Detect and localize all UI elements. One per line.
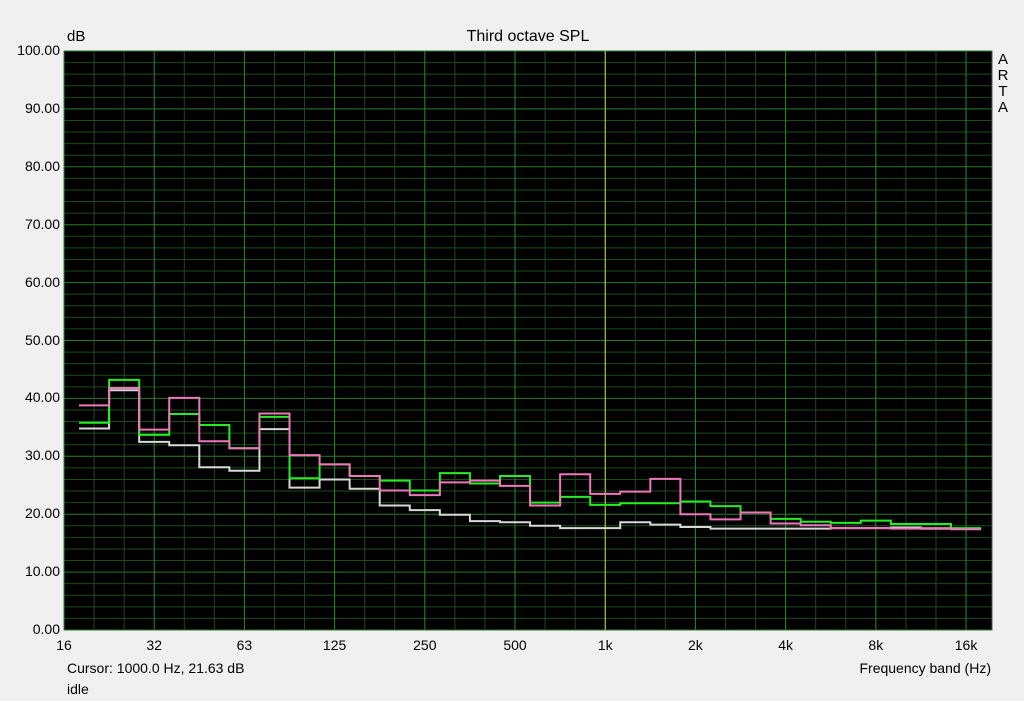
x-tick-label: 250 xyxy=(413,637,437,653)
x-tick-label: 8k xyxy=(868,637,884,653)
chart-title: Third octave SPL xyxy=(466,28,590,45)
x-axis-label: Frequency band (Hz) xyxy=(859,660,991,676)
x-tick-label: 32 xyxy=(146,637,162,653)
y-tick-label: 10.00 xyxy=(24,563,60,580)
cursor-readout: Cursor: 1000.0 Hz, 21.63 dB xyxy=(67,660,245,676)
y-tick-label: 80.00 xyxy=(24,157,60,174)
x-tick-label: 1k xyxy=(597,637,613,653)
y-tick-label: 40.00 xyxy=(24,389,60,406)
y-axis-label: dB xyxy=(67,28,86,45)
x-tick-label: 500 xyxy=(503,637,527,653)
y-tick-label: 50.00 xyxy=(24,331,60,348)
y-tick-label: 0.00 xyxy=(32,621,60,637)
series-line-0 xyxy=(79,389,982,530)
y-tick-label: 30.00 xyxy=(24,447,60,464)
y-tick-label: 20.00 xyxy=(24,505,60,522)
x-tick-label: 16k xyxy=(954,637,978,653)
status-text: idle xyxy=(67,681,89,697)
x-tick-label: 2k xyxy=(688,637,703,653)
y-tick-label: 100.00 xyxy=(17,42,60,58)
x-tick-label: 63 xyxy=(236,637,253,653)
x-tick-label: 125 xyxy=(322,637,347,653)
y-tick-label: 60.00 xyxy=(24,273,60,290)
y-tick-label: 70.00 xyxy=(24,215,60,232)
series-line-1 xyxy=(79,378,982,530)
series-line-2 xyxy=(79,386,982,531)
x-tick-label: 16 xyxy=(56,637,72,653)
x-tick-label: 4k xyxy=(778,637,794,653)
y-tick-label: 90.00 xyxy=(24,99,60,116)
